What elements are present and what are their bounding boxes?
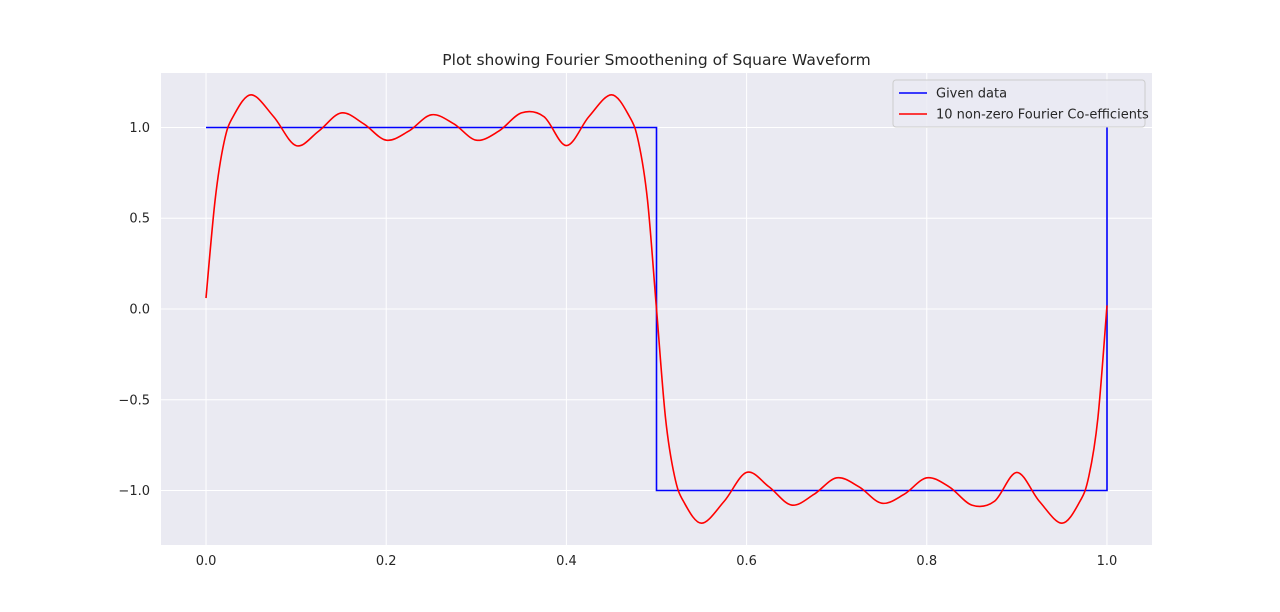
x-tick-label: 0.0 <box>196 554 217 569</box>
y-tick-label: −0.5 <box>118 393 150 408</box>
legend: Given data 10 non-zero Fourier Co-efficie… <box>892 79 1149 128</box>
y-tick-label: 0.0 <box>129 303 150 318</box>
y-tick-label: 1.0 <box>129 121 150 136</box>
series-given-data-line <box>206 126 1108 492</box>
x-tick-label: 1.0 <box>1097 554 1118 569</box>
x-tick-label: 0.4 <box>556 554 577 569</box>
x-tick-label: 0.2 <box>376 554 397 569</box>
x-tick-labels: 0.0 0.2 0.4 0.6 0.8 1.0 <box>196 554 1118 569</box>
x-tick-label: 0.8 <box>916 554 937 569</box>
y-tick-label: 0.5 <box>129 212 150 227</box>
series-layer <box>205 93 1108 525</box>
legend-label: Given data <box>936 87 1007 102</box>
legend-box <box>892 79 1146 128</box>
series-fourier-line <box>205 93 1108 525</box>
y-tick-label: −1.0 <box>118 484 150 499</box>
y-tick-labels: 1.0 0.5 0.0 −0.5 −1.0 <box>118 121 150 499</box>
legend-label: 10 non-zero Fourier Co-efficients <box>936 108 1149 123</box>
chart-title: Plot showing Fourier Smoothening of Squa… <box>442 51 870 69</box>
x-tick-label: 0.6 <box>736 554 757 569</box>
